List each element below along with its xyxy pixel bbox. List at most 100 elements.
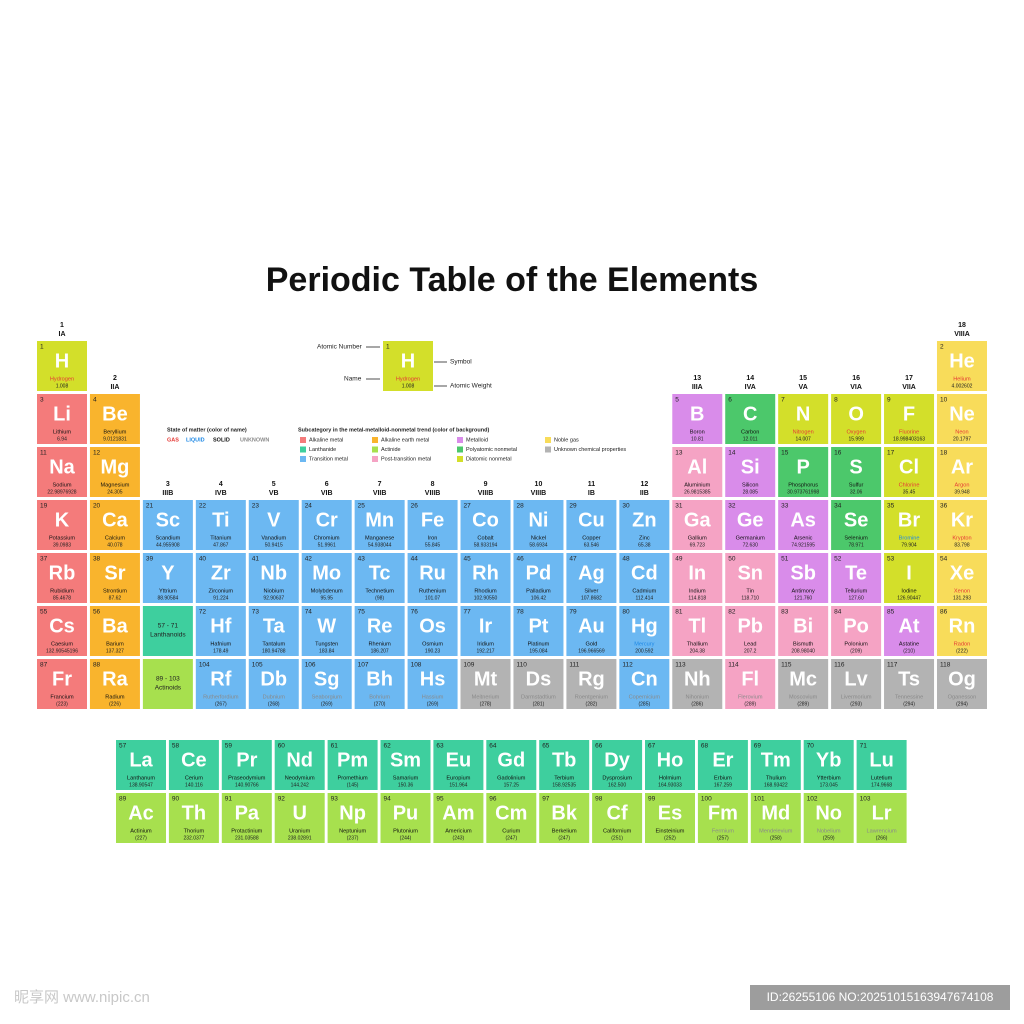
element-symbol: Zn	[632, 509, 656, 531]
element-cell	[195, 553, 246, 603]
element-symbol: Md	[761, 802, 790, 824]
element-name: Platinum	[528, 641, 550, 647]
atomic-weight: (293)	[850, 701, 862, 707]
element-symbol: Ds	[526, 668, 552, 690]
atomic-weight: 167.259	[714, 782, 732, 788]
element-cell	[619, 659, 670, 709]
key-name-label: Name	[344, 376, 362, 383]
atomic-weight: (269)	[321, 701, 333, 707]
atomic-number: 28	[516, 503, 524, 510]
element-cell	[725, 394, 776, 444]
element-name: Nitrogen	[793, 429, 814, 435]
element-cell	[248, 500, 299, 550]
atomic-number: 80	[622, 609, 630, 616]
element-cell	[672, 500, 723, 550]
element-cell	[354, 659, 405, 709]
element-name: Americium	[445, 828, 472, 834]
atomic-number: 64	[489, 743, 497, 750]
element-symbol: Sb	[790, 562, 816, 584]
element-cell	[884, 447, 935, 497]
element-name: Samarium	[393, 775, 419, 781]
atomic-number: 16	[834, 450, 842, 457]
key-weight-label: Atomic Weight	[450, 383, 492, 390]
atomic-number: 31	[675, 503, 683, 510]
atomic-weight: 20.1797	[953, 436, 971, 442]
element-name: Bromine	[899, 535, 920, 541]
element-cell	[803, 740, 854, 790]
atomic-number: 105	[252, 662, 263, 669]
atomic-number: 4	[93, 397, 97, 404]
atomic-number: 104	[199, 662, 210, 669]
element-name: Thulium	[766, 775, 786, 781]
atomic-weight: 39.948	[954, 489, 970, 495]
element-name: Uranium	[289, 828, 310, 834]
element-cell	[301, 606, 352, 656]
element-cell	[778, 394, 829, 444]
atomic-weight: (247)	[558, 835, 570, 841]
atomic-number: 99	[648, 796, 656, 803]
atomic-weight: 126.90447	[897, 595, 921, 601]
element-name: Selenium	[844, 535, 868, 541]
atomic-number: 118	[940, 662, 951, 669]
element-symbol: Rn	[949, 615, 976, 637]
atomic-weight: (278)	[480, 701, 492, 707]
placeholder-cell	[142, 606, 193, 656]
element-symbol: Nb	[260, 562, 287, 584]
element-cell	[884, 394, 935, 444]
group-roman: VIIIB	[478, 490, 494, 497]
atomic-number: 6	[728, 397, 732, 404]
atomic-number: 21	[146, 503, 154, 510]
element-name: Ytterbium	[817, 775, 841, 781]
atomic-weight: 58.6934	[529, 542, 547, 548]
group-number: 18	[958, 322, 966, 329]
element-symbol: Tc	[369, 562, 391, 584]
element-name: Meitnerium	[472, 694, 500, 700]
atomic-weight: 232.0377	[183, 835, 204, 841]
atomic-weight: 9.0121831	[103, 436, 127, 442]
element-name: Nihonium	[685, 694, 709, 700]
atomic-weight: 140.116	[185, 782, 203, 788]
atomic-weight: 6.94	[57, 436, 67, 442]
atomic-weight: 101.07	[425, 595, 441, 601]
watermark-site: 昵享网 www.nipic.cn	[14, 989, 150, 1006]
atomic-weight: 58.933194	[474, 542, 498, 548]
element-cell	[831, 659, 882, 709]
element-cell	[407, 659, 458, 709]
element-symbol: Cr	[316, 509, 338, 531]
element-cell	[856, 740, 907, 790]
atomic-weight: 14.007	[796, 436, 812, 442]
atomic-number: 5	[675, 397, 679, 404]
element-symbol: C	[743, 403, 757, 425]
atomic-weight: (286)	[691, 701, 703, 707]
element-symbol: Al	[687, 456, 707, 478]
atomic-weight: (226)	[109, 701, 121, 707]
element-name: Cerium	[185, 775, 203, 781]
group-number: 12	[640, 481, 648, 488]
atomic-weight: (210)	[903, 648, 915, 654]
element-symbol: Au	[578, 615, 605, 637]
element-cell	[407, 553, 458, 603]
element-name: Thallium	[687, 641, 708, 647]
key-symbol-label: Symbol	[450, 359, 472, 366]
atomic-weight: 196.966569	[578, 648, 605, 654]
atomic-number: 70	[807, 743, 815, 750]
atomic-weight: (243)	[453, 835, 465, 841]
atomic-number: 86	[940, 609, 948, 616]
element-name: Lithium	[53, 429, 71, 435]
atomic-number: 63	[436, 743, 444, 750]
element-name: Phosphorus	[788, 482, 818, 488]
element-symbol: Rg	[578, 668, 605, 690]
element-cell	[380, 793, 431, 843]
atomic-number: 101	[754, 796, 765, 803]
element-symbol: Mg	[100, 456, 129, 478]
atomic-weight: (281)	[533, 701, 545, 707]
element-name: Fermium	[712, 828, 734, 834]
atomic-number: 52	[834, 556, 842, 563]
element-cell	[301, 659, 352, 709]
placeholder-range: 57 - 71	[158, 623, 179, 630]
atomic-weight: (237)	[347, 835, 359, 841]
element-symbol: Y	[161, 562, 175, 584]
element-symbol: Na	[49, 456, 75, 478]
element-symbol: P	[796, 456, 809, 478]
atomic-weight: 74.921595	[791, 542, 815, 548]
